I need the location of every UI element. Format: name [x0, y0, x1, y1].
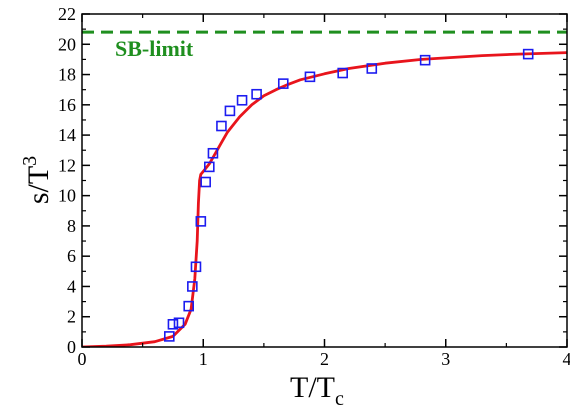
data-point [195, 216, 207, 227]
data-point [251, 88, 262, 100]
data-point [304, 71, 316, 83]
data-point [419, 54, 431, 66]
data-point [200, 176, 211, 188]
y-tick-label: 14 [58, 125, 76, 145]
entropy-curve [82, 51, 567, 347]
data-point [337, 67, 348, 79]
data-point [190, 261, 202, 273]
x-tick-label: 0 [78, 349, 87, 369]
x-tick-label: 3 [441, 349, 450, 369]
y-tick-label: 18 [58, 65, 76, 85]
y-tick-label: 8 [67, 216, 76, 236]
y-axis-label-sup: 3 [19, 156, 41, 166]
data-point [224, 105, 236, 117]
x-tick-label: 1 [199, 349, 208, 369]
y-tick-label: 16 [58, 95, 76, 115]
x-tick-label: 2 [320, 349, 329, 369]
plot-frame [81, 13, 568, 348]
data-point [167, 318, 179, 330]
data-point [164, 331, 175, 342]
x-tick-label: 4 [563, 349, 570, 369]
data-point [204, 161, 215, 173]
y-tick-label: 12 [58, 155, 76, 175]
x-axis-label-sub: c [335, 388, 344, 410]
data-point [183, 300, 194, 312]
data-point [187, 281, 198, 292]
data-point [277, 78, 289, 89]
y-tick-label: 6 [67, 246, 76, 266]
y-axis-label: s/T3 [19, 156, 55, 204]
sb-limit-annotation: SB-limit [115, 36, 194, 61]
y-axis-label-main: s/T [22, 166, 55, 204]
data-point [366, 63, 378, 74]
y-tick-label: 20 [58, 34, 76, 54]
data-point [522, 48, 534, 60]
data-point [216, 120, 227, 132]
x-axis-label-main: T/T [290, 371, 335, 404]
y-tick-label: 4 [67, 276, 76, 296]
data-point [207, 147, 219, 159]
plot-area [82, 30, 567, 347]
data-point [236, 94, 248, 106]
y-tick-label: 10 [58, 186, 76, 206]
x-axis-label: T/Tc [290, 371, 344, 410]
y-tick-label: 2 [67, 307, 76, 327]
y-tick-label: 0 [67, 337, 76, 357]
data-point [173, 317, 185, 329]
y-tick-label: 22 [58, 4, 76, 24]
